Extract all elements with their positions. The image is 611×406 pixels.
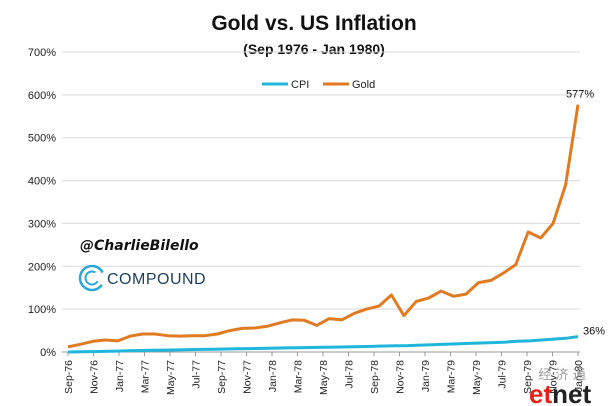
x-axis-ticks: Sep-76 Nov-76 Jan-77 Mar-77 May-77 Jul-77 Sep-… xyxy=(63,352,585,395)
x-tick-label: Jul-77 xyxy=(191,360,203,389)
chart-subtitle: (Sep 1976 - Jan 1980) xyxy=(243,41,385,57)
x-tick-label: Mar-78 xyxy=(293,360,305,393)
legend: CPI Gold xyxy=(262,79,375,91)
x-tick-label: Nov-76 xyxy=(89,360,101,394)
y-tick-label: 0% xyxy=(40,347,56,359)
x-tick-label: Sep-78 xyxy=(369,360,381,394)
watermark-chinese: 经 济 通 xyxy=(538,368,585,383)
y-tick-label: 500% xyxy=(28,133,56,145)
x-tick-label: Jan-78 xyxy=(267,360,279,392)
watermark-t: t xyxy=(543,379,552,406)
watermark-e: e xyxy=(529,379,543,406)
x-tick-label: May-78 xyxy=(318,360,330,395)
y-tick-label: 300% xyxy=(28,218,56,230)
y-tick-label: 400% xyxy=(28,176,56,188)
end-label-gold: 577% xyxy=(566,89,594,101)
x-tick-label: Jul-78 xyxy=(344,360,356,389)
series-line-cpi xyxy=(67,335,579,354)
x-tick-label: Jan-77 xyxy=(114,360,126,392)
twitter-handle: @CharlieBilello xyxy=(80,238,199,254)
y-tick-label: 600% xyxy=(28,90,56,102)
watermark-net: net xyxy=(552,379,591,406)
etnet-watermark-logo: etnet xyxy=(529,379,591,406)
series-lines xyxy=(67,104,580,354)
x-tick-label: Sep-76 xyxy=(63,360,75,394)
x-tick-label: Jan-79 xyxy=(420,360,432,392)
compound-brand-text: COMPOUND xyxy=(107,271,206,288)
x-tick-label: Mar-77 xyxy=(140,360,152,393)
x-tick-label: May-79 xyxy=(471,360,483,395)
compound-logo-icon xyxy=(78,264,106,292)
svg-text:etnet: etnet xyxy=(529,379,591,406)
x-tick-label: Sep-79 xyxy=(522,360,534,394)
x-tick-label: Nov-77 xyxy=(242,360,254,394)
y-tick-label: 700% xyxy=(28,47,56,59)
legend-gold-label: Gold xyxy=(352,79,375,91)
series-line-gold xyxy=(67,104,580,349)
end-labels: 36% 577% xyxy=(566,89,605,338)
x-tick-label: Jan-80 xyxy=(573,360,585,392)
x-tick-label: Mar-79 xyxy=(446,360,458,393)
y-tick-label: 200% xyxy=(28,261,56,273)
chart-title: Gold vs. US Inflation xyxy=(211,12,416,35)
gridlines xyxy=(62,51,580,353)
y-tick-label: 100% xyxy=(28,304,56,316)
y-axis-ticks: 0% 100% 200% 300% 400% 500% 600% 700% xyxy=(28,47,56,359)
x-tick-label: Nov-78 xyxy=(395,360,407,394)
x-tick-label: Jul-79 xyxy=(497,360,509,389)
legend-cpi-label: CPI xyxy=(291,79,309,91)
x-tick-label: Nov-79 xyxy=(548,360,560,394)
x-tick-label: Sep-77 xyxy=(216,360,228,394)
x-tick-label: May-77 xyxy=(165,360,177,395)
end-label-cpi: 36% xyxy=(583,326,605,338)
